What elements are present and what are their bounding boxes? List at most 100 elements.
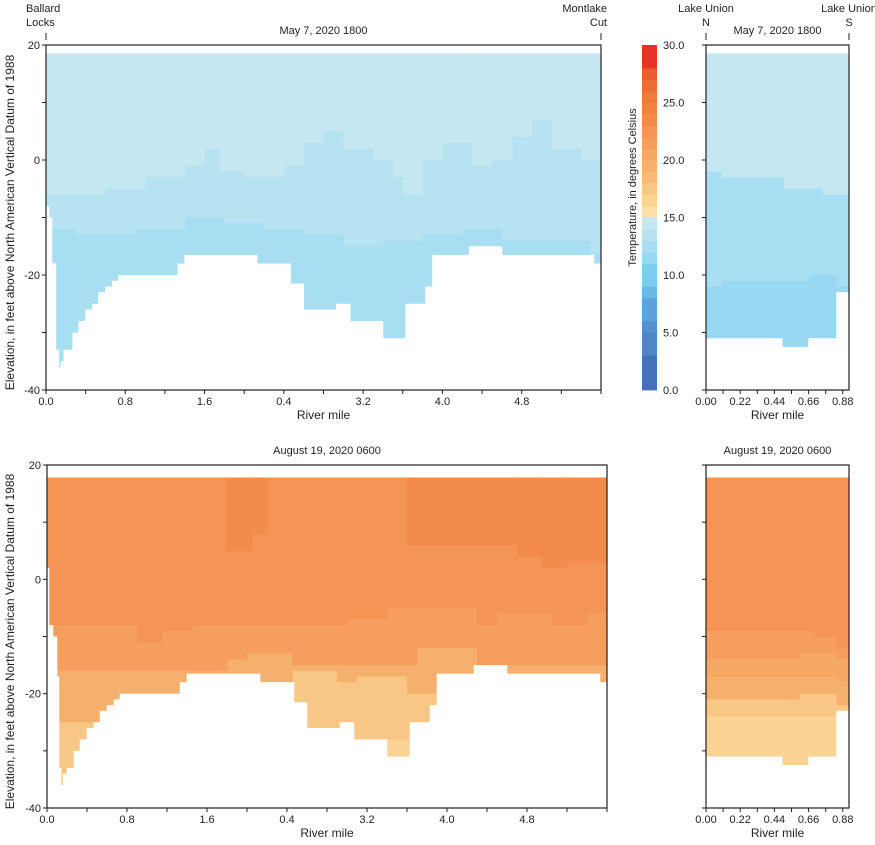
- channel-bed: [336, 303, 351, 390]
- channel-bed: [781, 765, 809, 808]
- panel-may-lake-union: 0.00 0.22 0.44 0.66 0.88 River mile May 7, 202…: [678, 3, 875, 422]
- temperature-cell-14.5: [145, 53, 186, 178]
- temperature-cell-14.5: [531, 53, 552, 120]
- channel-bed: [99, 710, 108, 808]
- channel-bed: [386, 756, 411, 808]
- channel-bed: [106, 705, 115, 808]
- x-tick-label: 3.2: [359, 814, 374, 826]
- channel-bed: [93, 722, 101, 808]
- channel-bed: [66, 767, 75, 808]
- panel-title: August 19, 2020 0600: [273, 445, 381, 457]
- channel-bed: [259, 682, 295, 808]
- channel-bed: [506, 673, 601, 808]
- temperature-cell-14.5: [323, 53, 344, 132]
- temperature-cell-14.5: [581, 53, 601, 160]
- colorbar-title: Temperature, in degrees Celsius: [627, 108, 639, 267]
- channel-bed: [405, 303, 426, 390]
- temperature-cell-22.5: [297, 477, 348, 626]
- temperature-cell-14.5: [204, 53, 220, 149]
- channel-bed: [62, 773, 68, 808]
- colorbar-bin: [642, 160, 657, 172]
- channel-bed: [706, 338, 783, 390]
- location-label: Ballard: [26, 3, 60, 15]
- colorbar-bin: [642, 321, 657, 333]
- colorbar-bin: [642, 148, 657, 161]
- x-tick-label: 0.8: [119, 814, 134, 826]
- channel-bed: [73, 750, 81, 808]
- temperature-cell-22.8: [836, 477, 849, 648]
- channel-bed: [78, 321, 86, 390]
- x-tick-label: 0.88: [832, 814, 853, 826]
- temperature-cell-14.5: [105, 53, 146, 189]
- x-tick-label: 0.00: [695, 396, 716, 408]
- x-tick-label: 0.0: [39, 814, 54, 826]
- channel-bed: [79, 739, 88, 808]
- colorbar: 0.0 5.0 10.0 15.0 20.0 25.0 30.0 Temperature, i…: [627, 40, 684, 397]
- panel-title: August 19, 2020 0600: [724, 445, 832, 457]
- x-tick-label: 1.6: [197, 396, 212, 408]
- temperature-cell-22.5: [192, 477, 218, 626]
- channel-bed: [48, 217, 53, 390]
- channel-bed: [306, 727, 341, 808]
- channel-bed: [51, 263, 57, 390]
- channel-bed: [353, 739, 388, 808]
- x-tick-label: 0.22: [729, 396, 750, 408]
- temperature-cell-23.3: [407, 477, 518, 546]
- y-tick-label: 0: [35, 574, 41, 586]
- x-axis-title: River mile: [751, 408, 805, 422]
- channel-bed: [599, 682, 607, 808]
- y-tick-label: -20: [25, 689, 41, 701]
- y-axis-title: Elevation, in feet above North American …: [3, 54, 17, 390]
- temperature-cell-23.3: [567, 477, 607, 563]
- x-tick-label: 0.44: [764, 814, 785, 826]
- channel-bed: [119, 693, 181, 808]
- location-label: Cut: [590, 17, 607, 29]
- channel-bed: [48, 625, 54, 808]
- colorbar-bin: [642, 68, 657, 80]
- colorbar-bin: [642, 183, 657, 195]
- x-tick-label: 4.0: [439, 814, 454, 826]
- channel-bed: [382, 338, 407, 390]
- y-tick-label: -20: [24, 270, 40, 282]
- channel-bed: [808, 756, 837, 808]
- temperature-cell-14.5: [442, 53, 473, 143]
- panel-may-ship-canal: 20 0 -20 -40 Elevation, in feet above North …: [3, 3, 607, 422]
- x-tick-label: 4.8: [514, 396, 529, 408]
- channel-bed: [836, 710, 849, 808]
- x-tick-label: 0.00: [695, 814, 716, 826]
- temperature-cell-14.5: [472, 53, 493, 166]
- temperature-cell-22.5: [137, 477, 163, 643]
- colorbar-bin: [642, 252, 657, 264]
- temperature-cell-22.5: [162, 477, 193, 631]
- colorbar-bin: [642, 79, 657, 92]
- x-axis-title: River mile: [297, 408, 351, 422]
- temperature-cell-14.5: [706, 53, 723, 172]
- colorbar-tick-label: 25.0: [663, 98, 684, 110]
- x-tick-label: 0.66: [798, 396, 819, 408]
- colorbar-bin: [642, 206, 657, 218]
- x-tick-label: 0.4: [279, 814, 294, 826]
- colorbar-tick-label: 5.0: [663, 328, 678, 340]
- colorbar-bin: [642, 286, 657, 299]
- temperature-cell-22.8: [783, 477, 816, 631]
- channel-bed: [836, 292, 849, 390]
- x-axis-title: River mile: [751, 826, 805, 840]
- temperature-cell-14.5: [343, 53, 374, 149]
- channel-bed: [425, 286, 433, 390]
- channel-bed: [409, 722, 431, 808]
- temperature-cell-14.5: [422, 53, 443, 160]
- channel-bed: [56, 676, 60, 808]
- channel-bed: [179, 682, 188, 808]
- temperature-cell-14.5: [491, 53, 513, 160]
- colorbar-tick-label: 10.0: [663, 270, 684, 282]
- temperature-cell-14.5: [219, 53, 245, 172]
- channel-bed: [60, 785, 64, 808]
- temperature-cell-14.5: [46, 53, 106, 195]
- temperature-cell-23.3: [252, 477, 268, 534]
- channel-bed: [593, 263, 601, 390]
- y-tick-label: -40: [25, 803, 41, 815]
- x-tick-label: 1.6: [199, 814, 214, 826]
- colorbar-tick-label: 0.0: [663, 385, 678, 397]
- location-label: Montlake: [562, 3, 607, 15]
- temperature-cell-22.8: [706, 477, 785, 631]
